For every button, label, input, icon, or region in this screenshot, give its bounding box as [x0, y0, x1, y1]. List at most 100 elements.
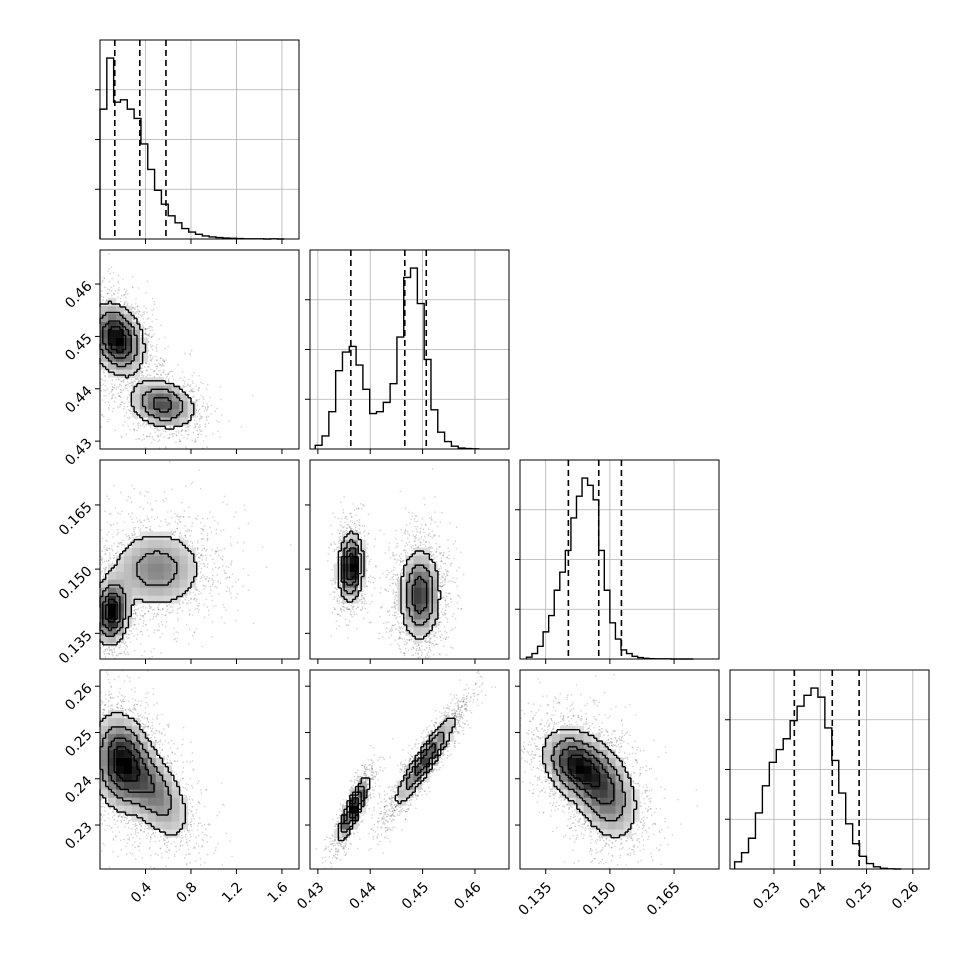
scatter-point: [189, 424, 191, 427]
scatter-point: [237, 579, 240, 581]
joint-panel-1-0: [95, 249, 300, 454]
scatter-point: [116, 655, 118, 657]
scatter-point: [199, 430, 202, 433]
scatter-point: [206, 538, 209, 540]
scatter-point: [100, 529, 102, 531]
scatter-point: [219, 556, 222, 559]
scatter-point: [126, 651, 129, 654]
scatter-point: [156, 429, 158, 431]
scatter-point: [119, 396, 122, 399]
density-cell: [147, 377, 157, 386]
density-cell: [187, 579, 196, 588]
scatter-point: [209, 526, 211, 529]
scatter-point: [188, 544, 191, 546]
scatter-point: [155, 365, 157, 368]
scatter-point: [143, 421, 145, 424]
scatter-point: [142, 625, 144, 627]
scatter-point: [199, 424, 201, 426]
scatter-point: [176, 608, 179, 610]
scatter-point: [145, 307, 148, 310]
scatter-point: [152, 618, 154, 620]
scatter-point: [167, 372, 170, 375]
scatter-point: [196, 607, 199, 610]
scatter-point: [198, 375, 200, 377]
scatter-point: [235, 597, 237, 599]
density-cell: [131, 361, 141, 370]
scatter-point: [142, 371, 144, 373]
scatter-point: [164, 347, 166, 350]
scatter-point: [193, 419, 196, 422]
scatter-point: [198, 417, 201, 420]
scatter-point: [177, 617, 179, 620]
density-cell: [163, 563, 172, 572]
panel-frame: [99, 39, 300, 240]
scatter-point: [129, 516, 132, 518]
scatter-point: [143, 311, 146, 313]
scatter-point: [185, 783, 188, 785]
scatter-point: [184, 536, 187, 538]
scatter-point: [196, 423, 198, 425]
scatter-point: [197, 542, 199, 544]
scatter-point: [190, 390, 193, 393]
scatter-point: [154, 439, 156, 441]
scatter-point: [137, 427, 140, 429]
scatter-point: [188, 643, 190, 645]
scatter-point: [172, 532, 174, 535]
scatter-point: [211, 548, 213, 551]
scatter-point: [126, 637, 129, 640]
scatter-point: [215, 605, 217, 607]
scatter-point: [226, 503, 228, 506]
scatter-point: [157, 440, 159, 443]
scatter-point: [217, 554, 220, 557]
scatter-point: [149, 356, 152, 358]
scatter-point: [121, 543, 123, 546]
scatter-point: [156, 365, 159, 368]
scatter-point: [120, 652, 123, 655]
scatter-point: [171, 375, 174, 378]
scatter-point: [186, 530, 189, 533]
density-cell: [100, 579, 109, 588]
scatter-point: [159, 525, 161, 527]
scatter-point: [112, 536, 114, 538]
scatter-point: [229, 543, 232, 545]
scatter-point: [114, 396, 117, 399]
scatter-point: [146, 280, 149, 283]
scatter-point: [217, 550, 219, 552]
scatter-point: [119, 383, 121, 386]
scatter-point: [102, 567, 105, 570]
scatter-point: [109, 556, 111, 559]
scatter-point: [103, 372, 105, 374]
scatter-point: [193, 631, 196, 633]
scatter-point: [139, 424, 142, 427]
scatter-point: [194, 608, 196, 610]
scatter-point: [101, 414, 104, 416]
scatter-point: [129, 382, 131, 385]
scatter-point: [136, 633, 139, 636]
scatter-point: [205, 559, 207, 561]
scatter-point: [168, 604, 171, 606]
scatter-point: [212, 574, 214, 577]
scatter-point: [160, 652, 162, 654]
density-cell: [123, 563, 133, 572]
scatter-point: [155, 615, 157, 618]
scatter-point: [138, 519, 141, 521]
scatter-point: [132, 306, 134, 309]
scatter-point: [207, 415, 210, 418]
scatter-point: [159, 373, 162, 376]
scatter-point: [120, 435, 123, 438]
scatter-point: [133, 635, 135, 637]
scatter-point: [152, 438, 154, 440]
scatter-point: [134, 380, 136, 383]
scatter-point: [104, 384, 107, 387]
scatter-point: [231, 585, 234, 588]
scatter-point: [200, 567, 203, 570]
scatter-point: [197, 388, 200, 390]
scatter-point: [111, 645, 113, 648]
scatter-point: [111, 653, 113, 656]
scatter-point: [120, 391, 123, 394]
scatter-point: [108, 498, 110, 500]
scatter-point: [117, 274, 120, 277]
scatter-point: [126, 499, 128, 502]
scatter-point: [109, 552, 111, 554]
scatter-point: [187, 602, 189, 604]
